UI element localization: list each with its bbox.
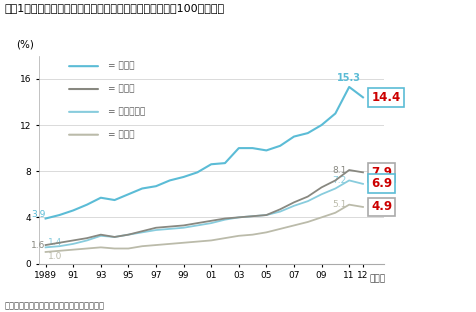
Text: = 係長級: = 係長級 [108, 62, 134, 71]
Text: 1.6: 1.6 [31, 241, 46, 250]
Text: 3.9: 3.9 [31, 209, 46, 218]
Text: 1.4: 1.4 [49, 238, 63, 247]
Text: = 部長級: = 部長級 [108, 130, 134, 139]
Text: = 課長級以上: = 課長級以上 [108, 107, 145, 116]
Text: 出典：厚生労働省「賃金構造基本統計調査」: 出典：厚生労働省「賃金構造基本統計調査」 [5, 301, 105, 310]
Text: 1.0: 1.0 [49, 252, 63, 261]
Text: 6.9: 6.9 [371, 178, 392, 190]
Text: 4.9: 4.9 [371, 201, 392, 213]
Text: 5.1: 5.1 [332, 200, 347, 209]
Text: 15.3: 15.3 [337, 74, 361, 84]
Text: 7.9: 7.9 [371, 166, 392, 179]
Y-axis label: (%): (%) [16, 40, 34, 50]
Text: 14.4: 14.4 [371, 91, 401, 104]
Text: = 課長級: = 課長級 [108, 85, 134, 94]
Text: 【図1】役職別管理職に占める女性割合の推移（企業規模100人以上）: 【図1】役職別管理職に占める女性割合の推移（企業規模100人以上） [5, 3, 225, 13]
Text: 8.1: 8.1 [332, 166, 347, 174]
Text: 7.2: 7.2 [332, 176, 347, 185]
Text: （年）: （年） [370, 274, 386, 283]
